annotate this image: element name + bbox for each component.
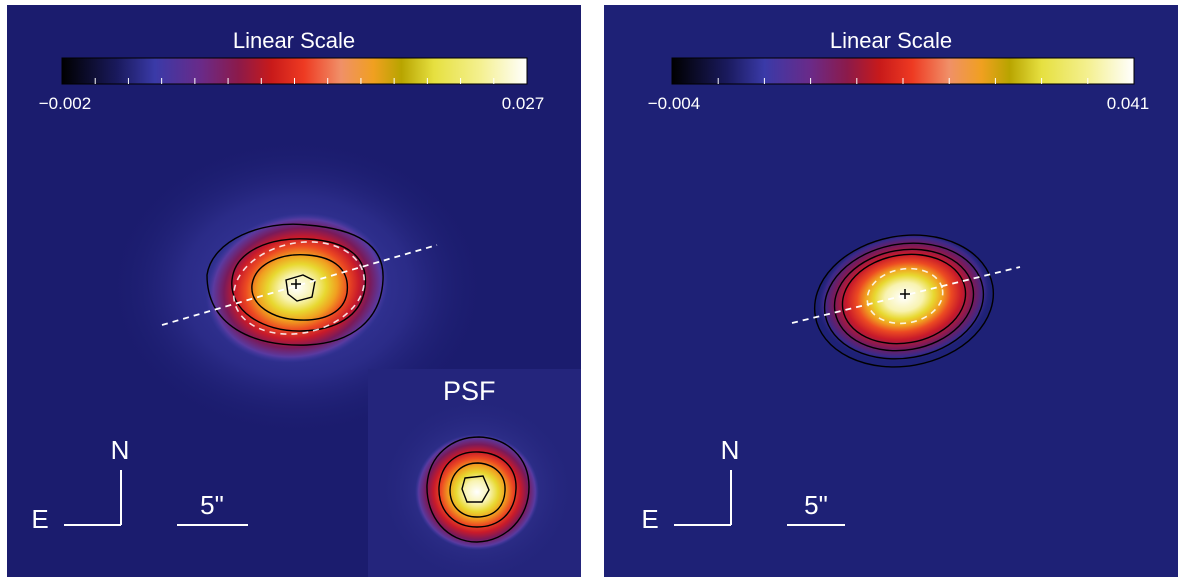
scalebar-label: 5" [804,490,828,520]
psf-inset: PSF [368,369,581,577]
psf-label: PSF [443,376,496,406]
colorbar-ticks [94,78,495,84]
compass-north-label: N [111,435,130,465]
compass-east-label: E [641,504,658,534]
colorbar-title: Linear Scale [830,28,952,53]
compass: N E [31,435,129,534]
colorbar-min-label: −0.004 [648,94,700,113]
right-image-panel: Linear Scale −0.004 0.041 N E 5" [604,5,1178,577]
colorbar-min-label: −0.002 [39,94,91,113]
fit-ellipse [232,241,366,335]
major-axis-line [161,244,438,326]
colorbar-ticks [717,78,1089,84]
compass: N E [641,435,739,534]
colorbar-max-label: 0.041 [1107,94,1150,113]
scalebar-label: 5" [200,490,224,520]
fit-ellipse [866,267,944,325]
colorbar-title: Linear Scale [233,28,355,53]
colorbar: Linear Scale −0.004 0.041 [648,28,1150,113]
colorbar-max-label: 0.027 [502,94,545,113]
compass-east-label: E [31,504,48,534]
right-image: Linear Scale −0.004 0.041 N E 5" [604,5,1178,577]
galaxy-contours [206,223,384,346]
left-image: PSF Linear Scale −0.002 0.027 N E 5" [7,5,581,577]
compass-north-label: N [721,435,740,465]
scalebar: 5" [177,490,248,526]
center-marker [900,289,910,299]
center-marker [291,279,301,289]
left-image-panel: PSF Linear Scale −0.002 0.027 N E 5" [7,5,581,577]
colorbar: Linear Scale −0.002 0.027 [39,28,545,113]
scalebar: 5" [787,490,845,526]
